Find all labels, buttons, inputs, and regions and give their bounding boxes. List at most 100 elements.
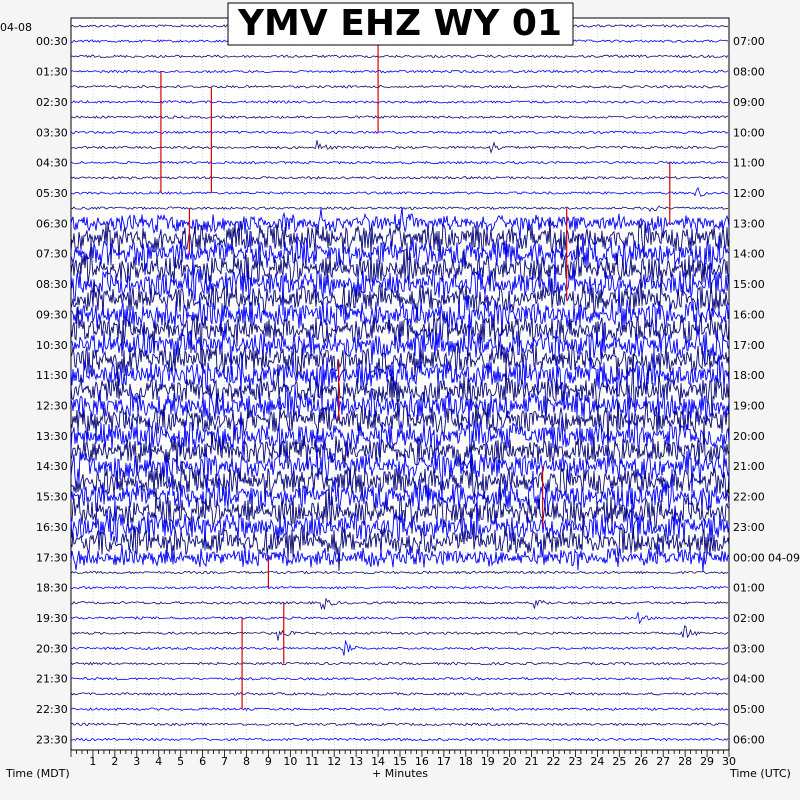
left-time-label: 07:30 bbox=[36, 248, 68, 261]
right-time-label: 18:00 bbox=[733, 369, 765, 382]
trace-row bbox=[70, 234, 730, 292]
trace-row bbox=[70, 207, 730, 241]
x-tick-label: 14 bbox=[371, 755, 385, 768]
seismic-traces bbox=[70, 24, 730, 742]
trace-row bbox=[70, 625, 729, 641]
x-tick-label: 3 bbox=[133, 755, 140, 768]
left-time-label: 10:30 bbox=[36, 339, 68, 352]
right-time-label: 11:00 bbox=[733, 157, 765, 170]
left-time-label: 23:30 bbox=[36, 733, 68, 746]
left-time-label: 02:30 bbox=[36, 96, 68, 109]
chart-title: YMV EHZ WY 01 bbox=[237, 3, 562, 44]
trace-row bbox=[70, 692, 729, 696]
x-tick-label: 4 bbox=[155, 755, 162, 768]
trace-row bbox=[70, 384, 730, 428]
trace-row bbox=[70, 498, 730, 551]
right-time-label: 16:00 bbox=[733, 308, 765, 321]
x-tick-label: 30 bbox=[722, 755, 736, 768]
right-time-label: 07:00 bbox=[733, 35, 765, 48]
trace-row bbox=[70, 284, 730, 337]
trace-row bbox=[70, 54, 729, 59]
right-time-label: 12:00 bbox=[733, 187, 765, 200]
x-tick-label: 24 bbox=[590, 755, 604, 768]
right-time-label: 19:00 bbox=[733, 400, 765, 413]
right-rollover-date: 04-09 bbox=[768, 551, 800, 564]
trace-row bbox=[70, 306, 730, 365]
trace-row bbox=[70, 639, 729, 656]
right-time-label: 13:00 bbox=[733, 217, 765, 230]
trace-row bbox=[70, 661, 729, 666]
event-markers bbox=[160, 41, 671, 710]
trace-row bbox=[70, 469, 730, 522]
x-tick-label: 18 bbox=[459, 755, 473, 768]
trace-row bbox=[70, 722, 729, 727]
x-tick-label: 10 bbox=[283, 755, 297, 768]
x-axis-ticks: 1 2 3 4 5 6 7 8 9 10 11 12 13 14 15 16 17 18 19 20 21 22 23 24 2… bbox=[70, 750, 736, 768]
left-time-label: 13:30 bbox=[36, 430, 68, 443]
trace-row bbox=[70, 597, 729, 611]
trace-row bbox=[70, 115, 729, 119]
left-time-label: 00:30 bbox=[36, 35, 68, 48]
x-tick-label: 11 bbox=[305, 755, 319, 768]
right-time-label: 23:00 bbox=[733, 521, 765, 534]
left-time-label: 08:30 bbox=[36, 278, 68, 291]
trace-row bbox=[70, 585, 729, 590]
trace-row bbox=[70, 218, 730, 266]
left-time-label: 05:30 bbox=[36, 187, 68, 200]
trace-row bbox=[70, 570, 729, 575]
right-time-label: 14:00 bbox=[733, 248, 765, 261]
trace-row bbox=[70, 205, 729, 213]
trace-row bbox=[70, 484, 730, 534]
left-time-label: 16:30 bbox=[36, 521, 68, 534]
x-tick-label: 12 bbox=[327, 755, 341, 768]
right-time-label: 22:00 bbox=[733, 491, 765, 504]
title-box bbox=[227, 2, 574, 46]
left-time-label: 20:30 bbox=[36, 642, 68, 655]
trace-row bbox=[70, 353, 730, 421]
x-tick-label: 25 bbox=[612, 755, 626, 768]
trace-row bbox=[70, 339, 730, 381]
trace-row bbox=[70, 541, 730, 573]
x-tick-label: 1 bbox=[89, 755, 96, 768]
trace-row bbox=[70, 84, 729, 89]
x-tick-label: 7 bbox=[221, 755, 228, 768]
x-tick-label: 22 bbox=[547, 755, 561, 768]
left-axis-label: Time (MDT) bbox=[5, 767, 70, 780]
right-time-label: 21:00 bbox=[733, 460, 765, 473]
x-tick-label: 2 bbox=[111, 755, 118, 768]
right-time-label: 06:00 bbox=[733, 733, 765, 746]
right-time-label: 00:00 bbox=[733, 551, 765, 564]
right-time-labels: 07:00 08:00 09:00 10:00 11:00 12:00 13:00 14:00… bbox=[733, 35, 800, 746]
trace-row bbox=[70, 160, 728, 165]
x-tick-label: 13 bbox=[349, 755, 363, 768]
x-tick-label: 17 bbox=[437, 755, 451, 768]
right-time-label: 10:00 bbox=[733, 126, 765, 139]
trace-row bbox=[70, 233, 730, 278]
x-tick-label: 29 bbox=[700, 755, 714, 768]
x-tick-label: 6 bbox=[199, 755, 206, 768]
x-tick-label: 15 bbox=[393, 755, 407, 768]
trace-row bbox=[70, 707, 729, 712]
trace-row bbox=[70, 314, 730, 375]
x-tick-label: 20 bbox=[503, 755, 517, 768]
trace-row bbox=[70, 140, 729, 154]
x-tick-label: 8 bbox=[243, 755, 250, 768]
right-time-label: 01:00 bbox=[733, 582, 765, 595]
right-time-label: 03:00 bbox=[733, 642, 765, 655]
trace-row bbox=[70, 676, 729, 681]
left-time-label: 03:30 bbox=[36, 126, 68, 139]
x-tick-label: 5 bbox=[177, 755, 184, 768]
trace-row bbox=[70, 255, 730, 316]
x-axis-label: + Minutes bbox=[372, 767, 428, 780]
x-tick-label: 19 bbox=[481, 755, 495, 768]
left-time-label: 15:30 bbox=[36, 491, 68, 504]
left-time-label: 17:30 bbox=[36, 551, 68, 564]
left-time-labels: 00:30 01:30 02:30 03:30 04:30 05:30 06:30 07:30… bbox=[36, 35, 68, 746]
left-time-label: 04:30 bbox=[36, 157, 68, 170]
x-tick-label: 16 bbox=[415, 755, 429, 768]
trace-row bbox=[70, 737, 729, 742]
x-tick-label: 23 bbox=[568, 755, 582, 768]
left-time-label: 18:30 bbox=[36, 582, 68, 595]
trace-row bbox=[70, 69, 729, 74]
